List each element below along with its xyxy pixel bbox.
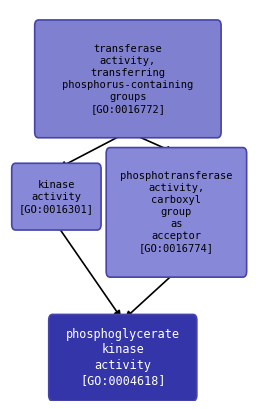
Text: kinase
activity
[GO:0016301]: kinase activity [GO:0016301] bbox=[19, 180, 94, 213]
Text: phosphoglycerate
kinase
activity
[GO:0004618]: phosphoglycerate kinase activity [GO:000… bbox=[66, 328, 180, 387]
FancyBboxPatch shape bbox=[106, 148, 247, 277]
FancyBboxPatch shape bbox=[49, 315, 197, 401]
FancyBboxPatch shape bbox=[12, 163, 101, 230]
Text: phosphotransferase
activity,
carboxyl
group
as
acceptor
[GO:0016774]: phosphotransferase activity, carboxyl gr… bbox=[120, 171, 233, 253]
FancyBboxPatch shape bbox=[35, 20, 221, 138]
Text: transferase
activity,
transferring
phosphorus-containing
groups
[GO:0016772]: transferase activity, transferring phosp… bbox=[62, 44, 194, 114]
